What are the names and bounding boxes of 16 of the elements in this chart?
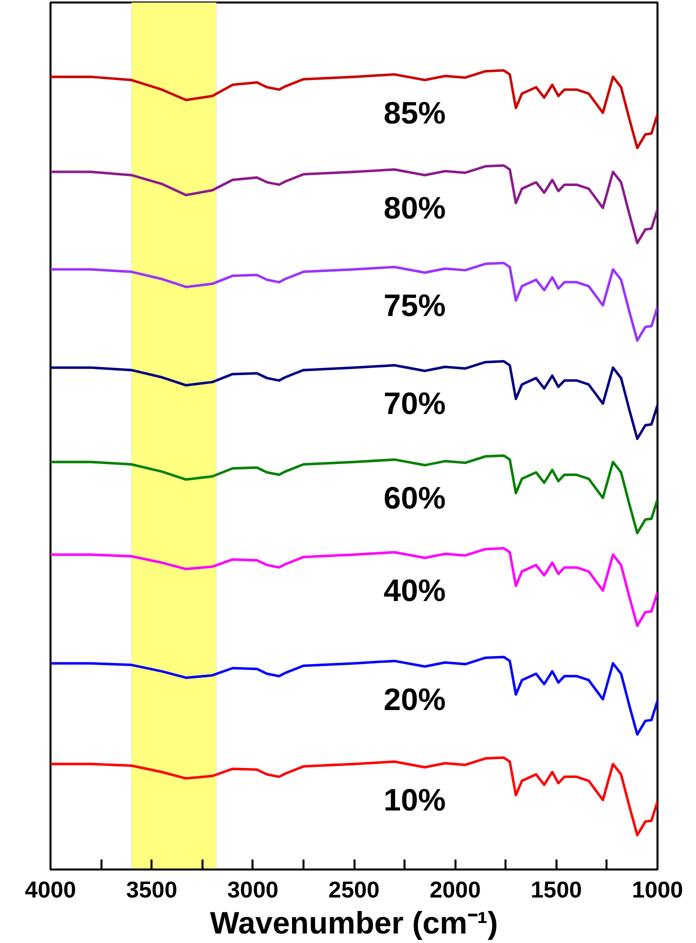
x-tick-label: 1500 xyxy=(530,876,582,902)
x-tick-label: 4000 xyxy=(24,876,76,902)
series-label: 70% xyxy=(384,386,446,422)
series-label: 60% xyxy=(384,480,446,516)
series-label: 20% xyxy=(384,682,446,717)
x-tick-label: 3500 xyxy=(126,876,178,902)
x-tick-label: 1000 xyxy=(632,876,684,902)
series-label: 40% xyxy=(384,573,446,608)
series-label: 10% xyxy=(384,782,446,818)
x-axis-title: Wavenumber (cm⁻¹) xyxy=(210,906,498,940)
series-label: 85% xyxy=(384,95,446,130)
series-label: 80% xyxy=(384,190,446,226)
x-tick-label: 3000 xyxy=(227,876,278,902)
series-label: 75% xyxy=(384,288,446,323)
x-tick-label: 2000 xyxy=(430,876,481,902)
x-tick-label: 2500 xyxy=(328,876,380,902)
